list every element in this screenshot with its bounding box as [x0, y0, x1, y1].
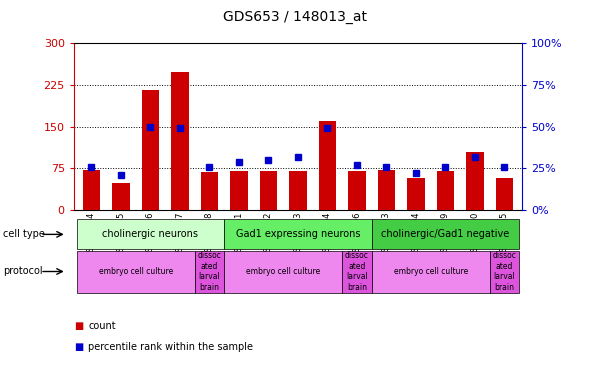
Bar: [466, 152, 484, 210]
Text: embryo cell culture: embryo cell culture: [394, 267, 468, 276]
Bar: [289, 171, 307, 210]
Bar: [407, 178, 425, 210]
Bar: [378, 170, 395, 210]
Text: embryo cell culture: embryo cell culture: [246, 267, 320, 276]
Text: protocol: protocol: [3, 267, 42, 276]
Bar: [496, 178, 513, 210]
Text: dissoc
ated
larval
brain: dissoc ated larval brain: [198, 251, 221, 292]
Text: cholinergic/Gad1 negative: cholinergic/Gad1 negative: [381, 230, 510, 239]
Text: cholinergic neurons: cholinergic neurons: [103, 230, 198, 239]
Bar: [260, 171, 277, 210]
Text: cell type: cell type: [3, 230, 45, 239]
Text: embryo cell culture: embryo cell culture: [99, 267, 173, 276]
Text: dissoc
ated
larval
brain: dissoc ated larval brain: [493, 251, 516, 292]
Text: ■: ■: [74, 321, 83, 331]
Bar: [348, 171, 366, 210]
Text: count: count: [88, 321, 116, 331]
Bar: [171, 72, 189, 210]
Text: percentile rank within the sample: percentile rank within the sample: [88, 342, 254, 352]
Bar: [319, 121, 336, 210]
Bar: [230, 171, 248, 210]
Bar: [437, 171, 454, 210]
Text: GDS653 / 148013_at: GDS653 / 148013_at: [223, 10, 367, 24]
Bar: [83, 170, 100, 210]
Text: Gad1 expressing neurons: Gad1 expressing neurons: [235, 230, 360, 239]
Bar: [142, 90, 159, 210]
Bar: [112, 183, 130, 210]
Text: dissoc
ated
larval
brain: dissoc ated larval brain: [345, 251, 369, 292]
Text: ■: ■: [74, 342, 83, 352]
Bar: [201, 172, 218, 210]
